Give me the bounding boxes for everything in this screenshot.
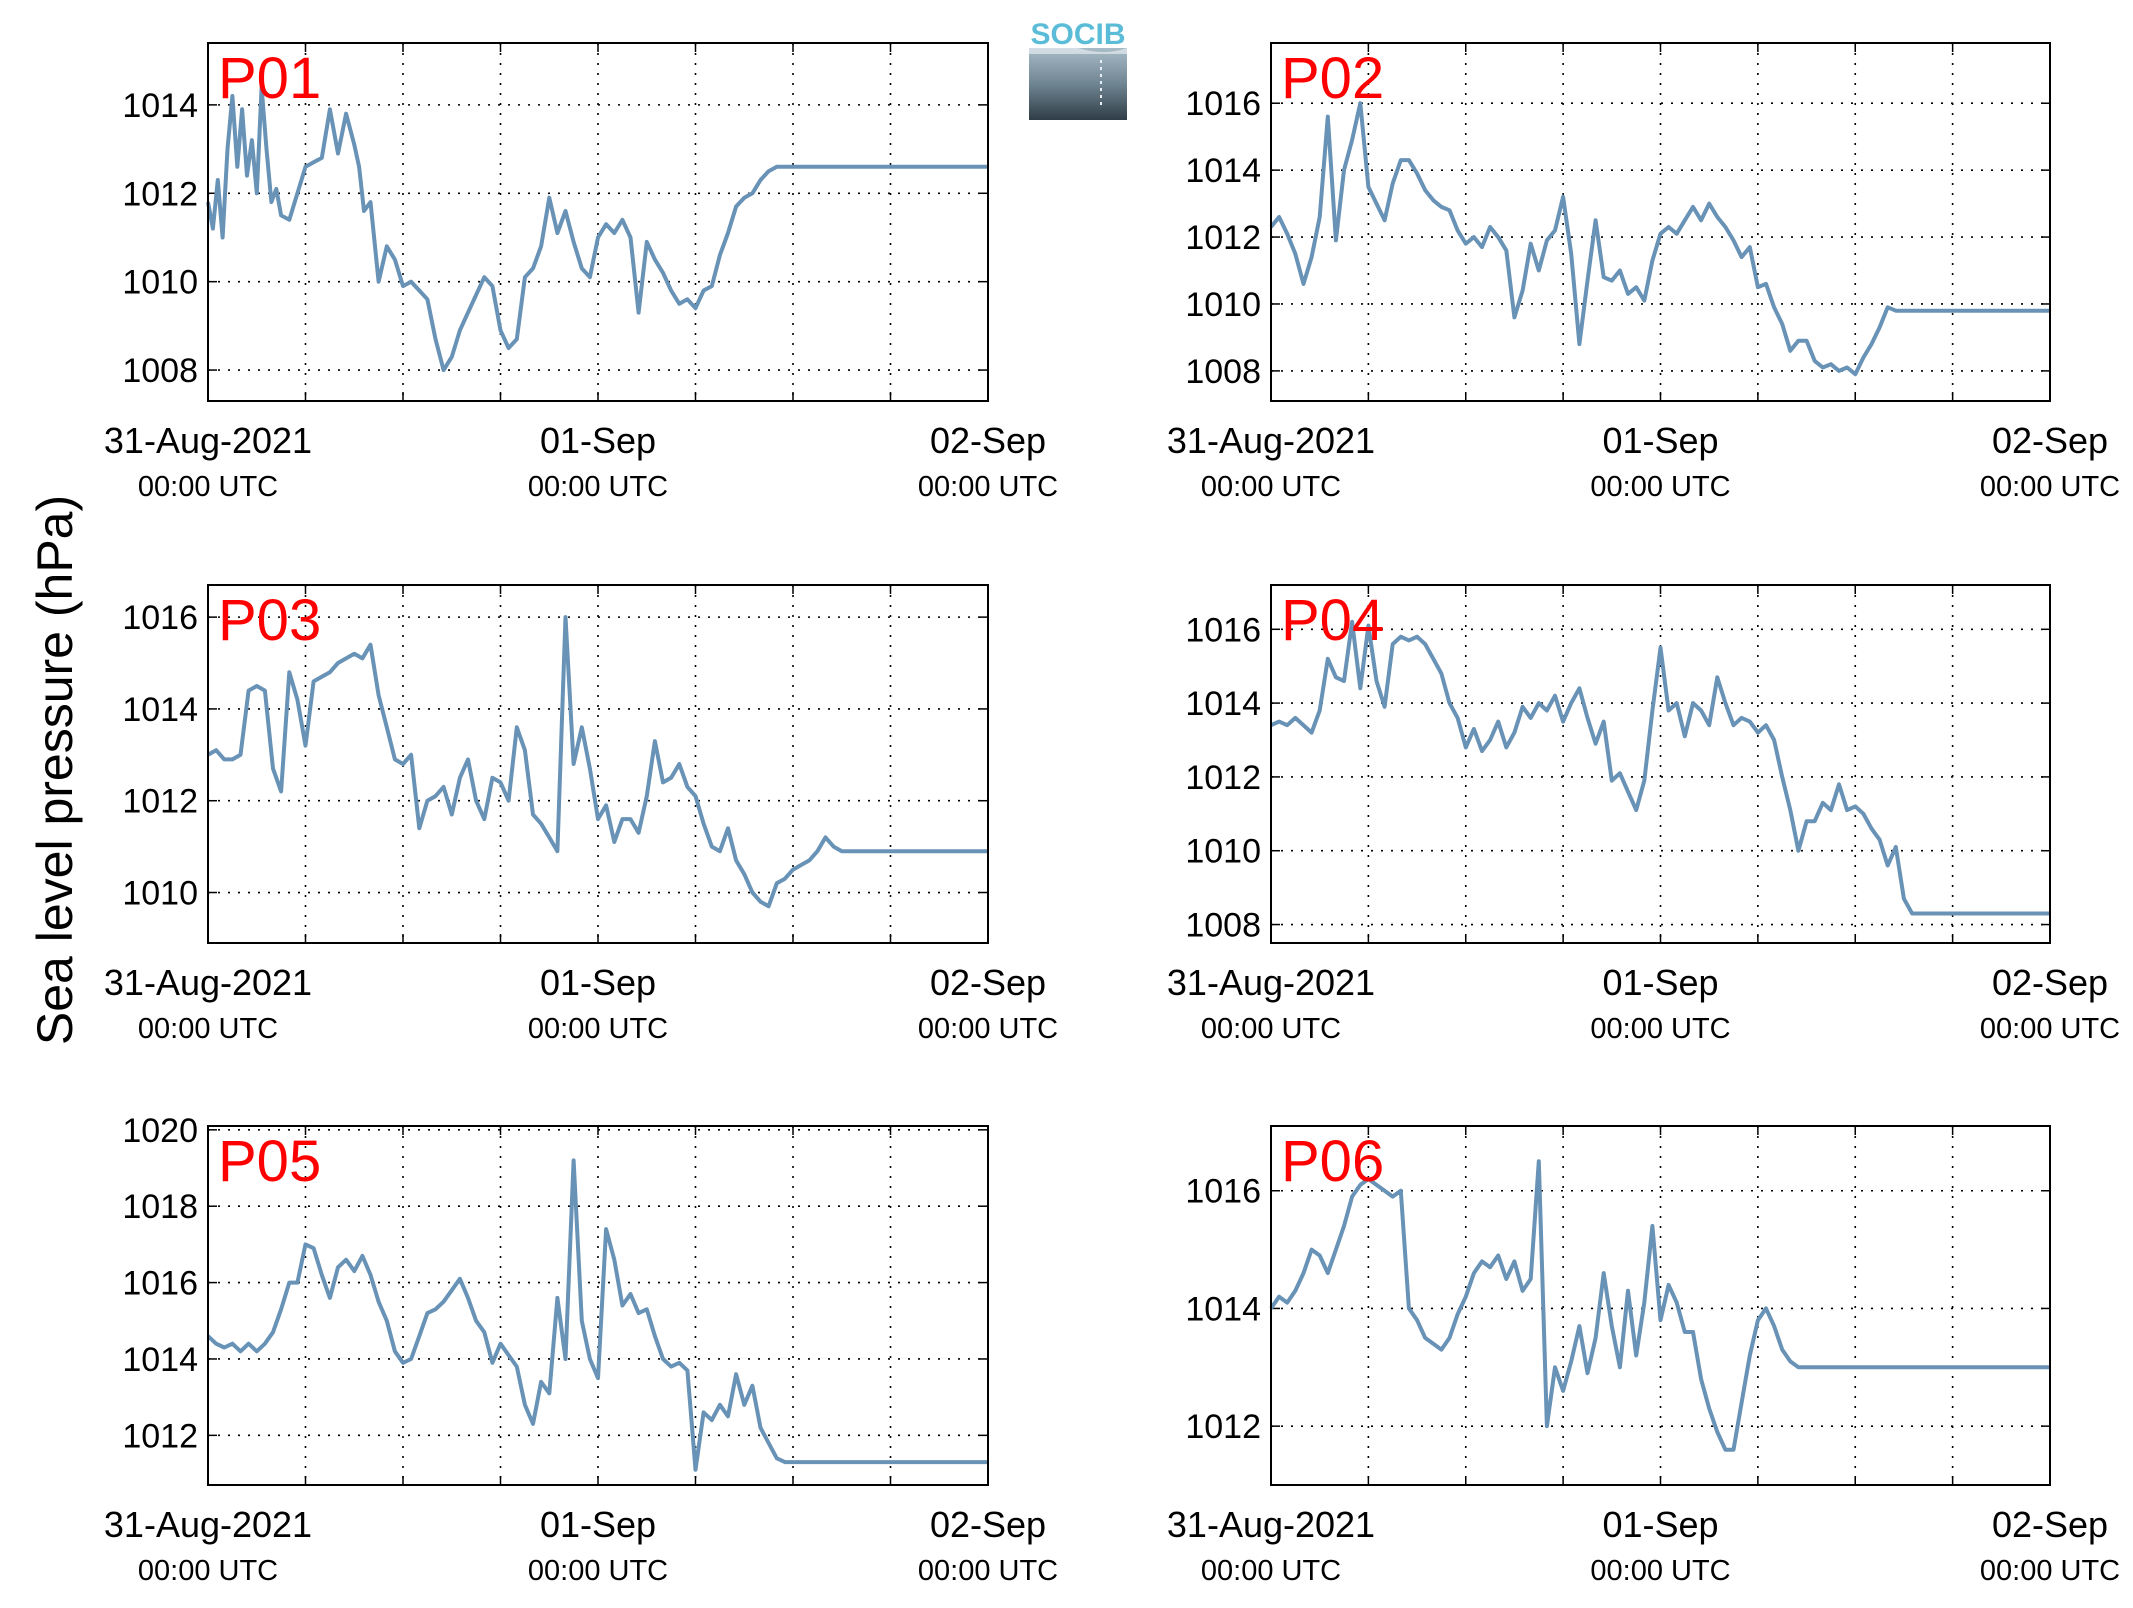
x-tick-date-label: 01-Sep [540,962,656,1003]
y-tick-label: 1016 [1185,1173,1261,1211]
y-tick-label: 1014 [1185,1290,1261,1328]
socib-logo: SOCIB [1029,18,1127,120]
x-tick-time-label: 00:00 UTC [138,471,278,503]
y-tick-label: 1020 [122,1112,198,1150]
chart-panel-p04: 1008 1010 1012 1014 1016 31-Aug-2021 00:00 UTC… [1167,584,2120,1045]
y-tick-label: 1012 [122,175,198,213]
y-tick-label: 1014 [1185,685,1261,723]
y-tick-label: 1010 [122,875,198,913]
y-tick-label: 1016 [1185,85,1261,123]
series-line-p04 [1270,619,2050,916]
chart-panel-p06: 1012 1014 1016 31-Aug-2021 00:00 UTC 01-Sep 00… [1167,1125,2120,1587]
series-line-p06 [1269,1159,2050,1452]
y-tick-label: 1008 [1185,353,1261,391]
y-tick-label: 1008 [122,352,198,390]
y-tick-label: 1018 [122,1188,198,1226]
series-line-p02 [1269,101,2050,377]
panel-title: P01 [218,46,321,111]
x-tick-date-label: 31-Aug-2021 [1167,962,1375,1003]
x-tick-date-label: 31-Aug-2021 [1167,1504,1375,1545]
y-tick-label: 1014 [122,1341,198,1379]
y-tick-label: 1016 [1185,611,1261,649]
x-tick-date-label: 02-Sep [930,420,1046,461]
y-tick-label: 1012 [1185,759,1261,797]
x-tick-date-label: 31-Aug-2021 [104,962,312,1003]
x-tick-time-label: 00:00 UTC [138,1555,278,1587]
y-tick-label: 1014 [1185,152,1261,190]
panels: 1008 1010 1012 1014 31-Aug-2021 00:00 UTC 01-S… [104,42,2120,1587]
plot-frame [207,1125,989,1486]
x-tick-time-label: 00:00 UTC [528,1013,668,1045]
series-line-p03 [207,615,988,909]
x-tick-time-label: 00:00 UTC [918,1013,1058,1045]
x-tick-date-label: 31-Aug-2021 [104,420,312,461]
x-tick-date-label: 01-Sep [1602,962,1718,1003]
logo-text: SOCIB [1030,18,1125,51]
y-tick-label: 1016 [122,599,198,637]
x-tick-date-label: 01-Sep [1602,1504,1718,1545]
y-tick-label: 1010 [122,264,198,302]
x-tick-date-label: 31-Aug-2021 [1167,420,1375,461]
chart-panel-p02: 1008 1010 1012 1014 1016 31-Aug-2021 00:00 UTC… [1167,42,2120,503]
series-line-p05 [206,1158,988,1472]
chart-panel-p05: 1012 1014 1016 1018 1020 31-Aug-2021 00:00 UTC… [104,1112,1058,1587]
panel-title: P04 [1281,588,1384,653]
x-tick-date-label: 01-Sep [540,1504,656,1545]
x-tick-date-label: 02-Sep [930,1504,1046,1545]
x-tick-date-label: 02-Sep [1992,962,2108,1003]
x-tick-time-label: 00:00 UTC [1980,1555,2120,1587]
x-tick-time-label: 00:00 UTC [1590,1555,1730,1587]
x-tick-time-label: 00:00 UTC [528,1555,668,1587]
x-tick-date-label: 31-Aug-2021 [104,1504,312,1545]
y-tick-label: 1008 [1185,907,1261,945]
y-tick-label: 1010 [1185,833,1261,871]
x-tick-time-label: 00:00 UTC [1201,471,1341,503]
x-tick-time-label: 00:00 UTC [1201,1013,1341,1045]
chart-panel-p03: 1010 1012 1014 1016 31-Aug-2021 00:00 UTC 01-S… [104,584,1058,1045]
x-tick-time-label: 00:00 UTC [1590,1013,1730,1045]
plot-frame [1270,584,2051,944]
series-line-p01 [206,85,988,373]
panel-title: P05 [218,1129,321,1194]
panel-title: P06 [1281,1129,1384,1194]
x-tick-date-label: 02-Sep [1992,420,2108,461]
y-tick-label: 1012 [1185,219,1261,257]
x-tick-time-label: 00:00 UTC [918,471,1058,503]
plot-frame [207,42,989,402]
y-tick-label: 1014 [122,691,198,729]
y-tick-label: 1014 [122,87,198,125]
x-tick-date-label: 02-Sep [1992,1504,2108,1545]
x-tick-time-label: 00:00 UTC [528,471,668,503]
x-tick-date-label: 02-Sep [930,962,1046,1003]
x-tick-time-label: 00:00 UTC [138,1013,278,1045]
chart-panel-p01: 1008 1010 1012 1014 31-Aug-2021 00:00 UTC 01-S… [104,42,1058,503]
y-tick-label: 1010 [1185,286,1261,324]
y-tick-label: 1012 [122,1417,198,1455]
x-tick-date-label: 01-Sep [540,420,656,461]
x-tick-time-label: 00:00 UTC [1980,471,2120,503]
plot-frame [1270,42,2051,402]
y-tick-label: 1012 [1185,1408,1261,1446]
x-tick-date-label: 01-Sep [1602,420,1718,461]
x-tick-time-label: 00:00 UTC [1201,1555,1341,1587]
y-axis-label: Sea level pressure (hPa) [27,495,83,1045]
x-tick-time-label: 00:00 UTC [1980,1013,2120,1045]
plot-frame [207,584,989,944]
x-tick-time-label: 00:00 UTC [918,1555,1058,1587]
y-tick-label: 1012 [122,783,198,821]
panel-title: P02 [1281,46,1384,111]
plot-frame [1270,1125,2051,1486]
y-tick-label: 1016 [122,1265,198,1303]
x-tick-time-label: 00:00 UTC [1590,471,1730,503]
panel-title: P03 [218,588,321,653]
